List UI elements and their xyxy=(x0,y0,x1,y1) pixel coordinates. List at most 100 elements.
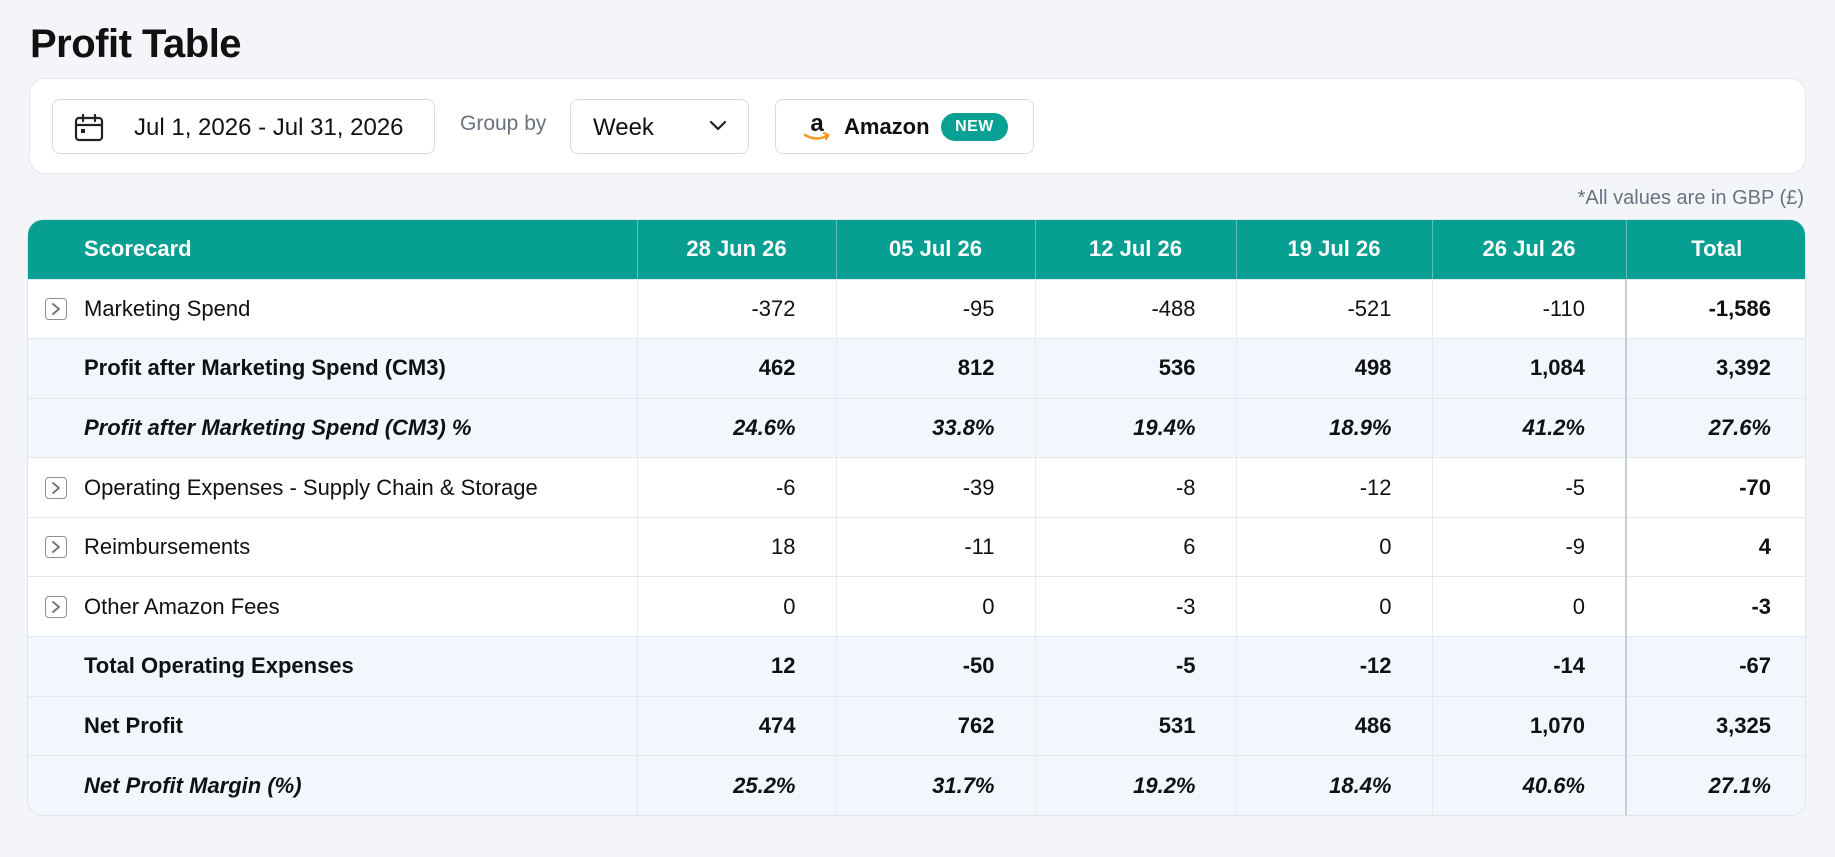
row-label: Other Amazon Fees xyxy=(84,593,280,619)
value-cell: -5 xyxy=(1035,636,1237,697)
value-cell: -5 xyxy=(1432,457,1627,518)
value-cell: -110 xyxy=(1432,279,1627,339)
expand-chevron-icon[interactable] xyxy=(45,536,67,559)
row-label-cell: Net Profit Margin (%) xyxy=(28,755,638,815)
total-cell: -70 xyxy=(1625,457,1805,518)
date-range-picker[interactable]: Jul 1, 2026 - Jul 31, 2026 xyxy=(52,99,435,154)
value-cell: 1,070 xyxy=(1432,696,1627,756)
svg-text:a: a xyxy=(810,111,824,137)
expand-chevron-icon[interactable] xyxy=(45,476,67,499)
value-cell: 474 xyxy=(637,696,837,756)
total-cell: 3,392 xyxy=(1625,338,1805,399)
value-cell: 41.2% xyxy=(1432,398,1627,458)
value-cell: -8 xyxy=(1035,457,1237,518)
expand-chevron-icon[interactable] xyxy=(45,297,67,320)
new-badge: NEW xyxy=(941,113,1008,141)
value-cell: 498 xyxy=(1236,338,1433,399)
table-row: Profit after Marketing Spend (CM3) % 24.6… xyxy=(28,398,1805,458)
table-row: Profit after Marketing Spend (CM3) 462 812… xyxy=(28,338,1805,399)
value-cell: -11 xyxy=(836,517,1036,577)
total-cell: -67 xyxy=(1625,636,1805,697)
value-cell: 31.7% xyxy=(836,755,1036,815)
total-cell: 3,325 xyxy=(1625,696,1805,756)
value-cell: 18.9% xyxy=(1236,398,1433,458)
table-row[interactable]: Other Amazon Fees 0 0 -3 0 0 -3 xyxy=(28,576,1805,637)
value-cell: 536 xyxy=(1035,338,1237,399)
value-cell: 33.8% xyxy=(836,398,1036,458)
column-header-total[interactable]: Total xyxy=(1691,236,1743,262)
value-cell: 0 xyxy=(1236,517,1433,577)
total-cell: 4 xyxy=(1625,517,1805,577)
value-cell: -95 xyxy=(836,279,1036,339)
table-row: Net Profit 474 762 531 486 1,070 3,325 xyxy=(28,696,1805,756)
total-cell: 27.6% xyxy=(1625,398,1805,458)
value-cell: 24.6% xyxy=(637,398,837,458)
value-cell: -50 xyxy=(836,636,1036,697)
value-cell: 0 xyxy=(1432,576,1627,637)
row-label-cell: Operating Expenses - Supply Chain & Stor… xyxy=(28,457,638,518)
row-label: Net Profit xyxy=(84,712,183,738)
value-cell: 0 xyxy=(836,576,1036,637)
amazon-source-label: Amazon xyxy=(844,114,930,139)
row-label: Profit after Marketing Spend (CM3) % xyxy=(84,414,472,440)
calendar-icon xyxy=(74,114,104,142)
row-label: Reimbursements xyxy=(84,534,251,560)
value-cell: -6 xyxy=(637,457,837,518)
column-header-week[interactable]: 26 Jul 26 xyxy=(1432,220,1627,279)
total-cell: -3 xyxy=(1625,576,1805,637)
group-by-value: Week xyxy=(593,114,654,141)
row-label-cell: Profit after Marketing Spend (CM3) % xyxy=(28,398,638,458)
row-label-cell: Profit after Marketing Spend (CM3) xyxy=(28,338,638,399)
column-header-scorecard[interactable]: Scorecard xyxy=(28,220,638,279)
value-cell: -12 xyxy=(1236,457,1433,518)
value-cell: 486 xyxy=(1236,696,1433,756)
total-cell: 27.1% xyxy=(1625,755,1805,815)
date-range-value: Jul 1, 2026 - Jul 31, 2026 xyxy=(134,114,404,141)
value-cell: 19.4% xyxy=(1035,398,1237,458)
amazon-source-button[interactable]: a Amazon NEW xyxy=(775,99,1034,154)
value-cell: 1,084 xyxy=(1432,338,1627,399)
column-header-week[interactable]: 19 Jul 26 xyxy=(1236,220,1433,279)
value-cell: 462 xyxy=(637,338,837,399)
value-cell: -372 xyxy=(637,279,837,339)
table-row: Total Operating Expenses 12 -50 -5 -12 -14 -67 xyxy=(28,636,1805,697)
value-cell: -488 xyxy=(1035,279,1237,339)
value-cell: -12 xyxy=(1236,636,1433,697)
chevron-down-icon xyxy=(709,120,727,131)
value-cell: -39 xyxy=(836,457,1036,518)
table-header-row: Scorecard 28 Jun 26 05 Jul 26 12 Jul 26 … xyxy=(28,220,1805,279)
currency-note: *All values are in GBP (£) xyxy=(1577,187,1804,209)
value-cell: 19.2% xyxy=(1035,755,1237,815)
row-label-cell: Marketing Spend xyxy=(28,279,638,339)
column-header-week[interactable]: 05 Jul 26 xyxy=(836,220,1036,279)
value-cell: 812 xyxy=(836,338,1036,399)
value-cell: 25.2% xyxy=(637,755,837,815)
group-by-select[interactable]: Week xyxy=(570,99,749,154)
value-cell: 40.6% xyxy=(1432,755,1627,815)
value-cell: -521 xyxy=(1236,279,1433,339)
profit-table: Scorecard 28 Jun 26 05 Jul 26 12 Jul 26 … xyxy=(27,219,1806,816)
value-cell: 18.4% xyxy=(1236,755,1433,815)
row-label-cell: Reimbursements xyxy=(28,517,638,577)
row-label-cell: Total Operating Expenses xyxy=(28,636,638,697)
row-label-cell: Net Profit xyxy=(28,696,638,756)
value-cell: -9 xyxy=(1432,517,1627,577)
value-cell: 762 xyxy=(836,696,1036,756)
filter-toolbar: Jul 1, 2026 - Jul 31, 2026 Group by Week… xyxy=(29,78,1806,174)
table-row[interactable]: Operating Expenses - Supply Chain & Stor… xyxy=(28,457,1805,518)
row-label-cell: Other Amazon Fees xyxy=(28,576,638,637)
column-header-week[interactable]: 12 Jul 26 xyxy=(1035,220,1237,279)
amazon-logo-icon: a xyxy=(803,111,830,141)
expand-chevron-icon[interactable] xyxy=(45,595,67,618)
value-cell: 18 xyxy=(637,517,837,577)
row-label: Net Profit Margin (%) xyxy=(84,772,302,798)
table-row[interactable]: Marketing Spend -372 -95 -488 -521 -110 -1,586 xyxy=(28,279,1805,339)
value-cell: 6 xyxy=(1035,517,1237,577)
table-row: Net Profit Margin (%) 25.2% 31.7% 19.2% 18.4… xyxy=(28,755,1805,815)
table-row[interactable]: Reimbursements 18 -11 6 0 -9 4 xyxy=(28,517,1805,577)
row-label: Operating Expenses - Supply Chain & Stor… xyxy=(84,474,538,500)
column-header-week[interactable]: 28 Jun 26 xyxy=(637,220,837,279)
value-cell: 12 xyxy=(637,636,837,697)
value-cell: -14 xyxy=(1432,636,1627,697)
row-label: Profit after Marketing Spend (CM3) xyxy=(84,355,446,381)
